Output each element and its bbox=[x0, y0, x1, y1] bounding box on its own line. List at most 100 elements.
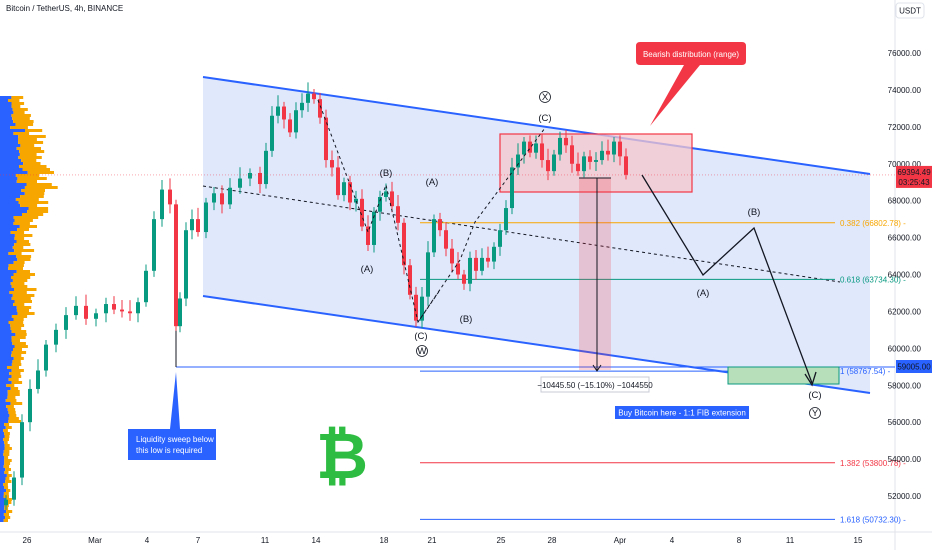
wave-circle bbox=[416, 345, 428, 357]
currency-label: USDT bbox=[899, 7, 921, 16]
profile-sell-bar bbox=[18, 156, 42, 159]
candle-body bbox=[294, 110, 298, 133]
profile-sell-bar bbox=[16, 180, 37, 183]
profile-buy-bar bbox=[0, 489, 7, 492]
profile-buy-bar bbox=[0, 150, 20, 153]
profile-sell-bar bbox=[12, 117, 30, 120]
profile-buy-bar bbox=[0, 483, 4, 486]
candle-body bbox=[74, 305, 78, 316]
profile-buy-bar bbox=[0, 126, 11, 129]
profile-buy-bar bbox=[0, 114, 12, 117]
candle-body bbox=[402, 222, 406, 266]
candle-body bbox=[360, 198, 364, 227]
profile-sell-bar bbox=[19, 150, 45, 153]
profile-buy-bar bbox=[0, 198, 16, 201]
profile-sell-bar bbox=[11, 363, 22, 366]
wave-label: (B) bbox=[748, 207, 761, 218]
price-axis[interactable]: 76000.00 74000.00 72000.00 70000.00 68000.00… bbox=[888, 49, 932, 501]
volume-profile bbox=[0, 96, 58, 522]
profile-sell-bar bbox=[20, 144, 35, 147]
candle-body bbox=[438, 219, 442, 231]
profile-buy-bar bbox=[0, 129, 25, 132]
profile-sell-bar bbox=[4, 471, 9, 474]
profile-sell-bar bbox=[6, 405, 14, 408]
candle-body bbox=[612, 141, 616, 155]
profile-buy-bar bbox=[0, 192, 25, 195]
profile-sell-bar bbox=[18, 201, 49, 204]
profile-sell-bar bbox=[12, 246, 24, 249]
time-tick-label: 4 bbox=[670, 536, 675, 545]
profile-sell-bar bbox=[19, 225, 37, 228]
profile-buy-bar bbox=[0, 378, 9, 381]
candle-body bbox=[174, 204, 178, 327]
profile-buy-bar bbox=[0, 501, 6, 504]
profile-sell-bar bbox=[16, 240, 29, 243]
profile-buy-bar bbox=[0, 375, 12, 378]
profile-sell-bar bbox=[6, 498, 12, 501]
currency-badge[interactable] bbox=[895, 2, 925, 19]
candle-body bbox=[504, 208, 508, 231]
profile-buy-bar bbox=[0, 492, 4, 495]
profile-buy-bar bbox=[0, 459, 5, 462]
current-price-tag[interactable] bbox=[896, 165, 932, 188]
buy-bitcoin-text: Buy Bitcoin here - 1:1 FIB extension bbox=[618, 409, 746, 418]
profile-buy-bar bbox=[0, 393, 8, 396]
low-price-tag[interactable] bbox=[896, 360, 932, 373]
candle-body bbox=[324, 117, 328, 161]
channel-midline[interactable] bbox=[202, 185, 841, 283]
profile-buy-bar bbox=[0, 390, 8, 393]
profile-buy-bar bbox=[0, 249, 15, 252]
profile-buy-bar bbox=[0, 177, 18, 180]
time-tick-label: 14 bbox=[312, 536, 321, 545]
candle-body bbox=[426, 252, 430, 297]
profile-sell-bar bbox=[4, 486, 9, 489]
liquidity-text-line2: this low is required bbox=[136, 446, 202, 455]
profile-sell-bar bbox=[11, 369, 24, 372]
candle-body bbox=[450, 248, 454, 264]
profile-sell-bar bbox=[11, 105, 21, 108]
profile-sell-bar bbox=[4, 423, 10, 426]
chart-title: Bitcoin / TetherUS, 4h, BINANCE bbox=[6, 4, 123, 13]
candle-body bbox=[178, 298, 182, 327]
candle-body bbox=[336, 167, 340, 196]
profile-sell-bar bbox=[11, 96, 24, 99]
price-tick-label: 76000.00 bbox=[888, 49, 922, 58]
profile-buy-bar bbox=[0, 309, 17, 312]
profile-buy-bar bbox=[0, 138, 18, 141]
candle-body bbox=[94, 313, 98, 319]
candle-body bbox=[4, 499, 8, 506]
projection-line[interactable] bbox=[641, 174, 813, 384]
profile-buy-bar bbox=[0, 318, 14, 321]
candle-body bbox=[128, 311, 132, 314]
price-tick-label: 64000.00 bbox=[888, 271, 922, 280]
profile-sell-bar bbox=[20, 204, 38, 207]
candlesticks bbox=[0, 82, 895, 510]
profile-sell-bar bbox=[19, 165, 47, 168]
profile-buy-bar bbox=[0, 273, 14, 276]
time-tick-label: Apr bbox=[614, 536, 627, 545]
candle-body bbox=[228, 187, 232, 205]
profile-sell-bar bbox=[3, 483, 8, 486]
profile-buy-bar bbox=[0, 411, 9, 414]
profile-sell-bar bbox=[21, 159, 37, 162]
profile-buy-bar bbox=[0, 507, 5, 510]
candle-body bbox=[588, 156, 592, 162]
candle-body bbox=[540, 143, 544, 161]
profile-buy-bar bbox=[0, 291, 10, 294]
profile-buy-bar bbox=[0, 159, 22, 162]
profile-sell-bar bbox=[9, 291, 27, 294]
wave-circled-label: W bbox=[418, 346, 427, 357]
profile-buy-bar bbox=[0, 108, 13, 111]
profile-buy-bar bbox=[0, 294, 13, 297]
profile-buy-bar bbox=[0, 381, 12, 384]
candle-body bbox=[468, 257, 472, 284]
time-axis[interactable]: 26 Mar 4 7 11 14 18 21 25 28 Apr 4 8 11 15 bbox=[23, 536, 863, 545]
price-tick-label: 68000.00 bbox=[888, 197, 922, 206]
candle-body bbox=[516, 154, 520, 168]
profile-sell-bar bbox=[6, 384, 15, 387]
profile-buy-bar bbox=[0, 165, 19, 168]
profile-sell-bar bbox=[14, 219, 33, 222]
buy-zone-box[interactable] bbox=[727, 366, 840, 385]
profile-buy-bar bbox=[0, 168, 23, 171]
profile-sell-bar bbox=[5, 480, 12, 483]
